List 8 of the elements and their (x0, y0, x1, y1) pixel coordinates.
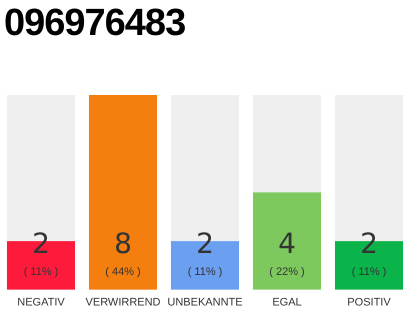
x-tick-label: POSITIV (347, 296, 392, 308)
x-tick-label: EGAL (272, 296, 302, 308)
x-tick-label: UNBEKANNTE (167, 296, 243, 308)
x-tick-label: VERWIRREND (86, 296, 161, 308)
data-label: 4 ( 22% ) (269, 227, 305, 278)
x-tick-label: NEGATIV (17, 296, 66, 308)
chart-title: 096976483 (4, 1, 186, 46)
data-label: 8 ( 44% ) (105, 227, 141, 278)
